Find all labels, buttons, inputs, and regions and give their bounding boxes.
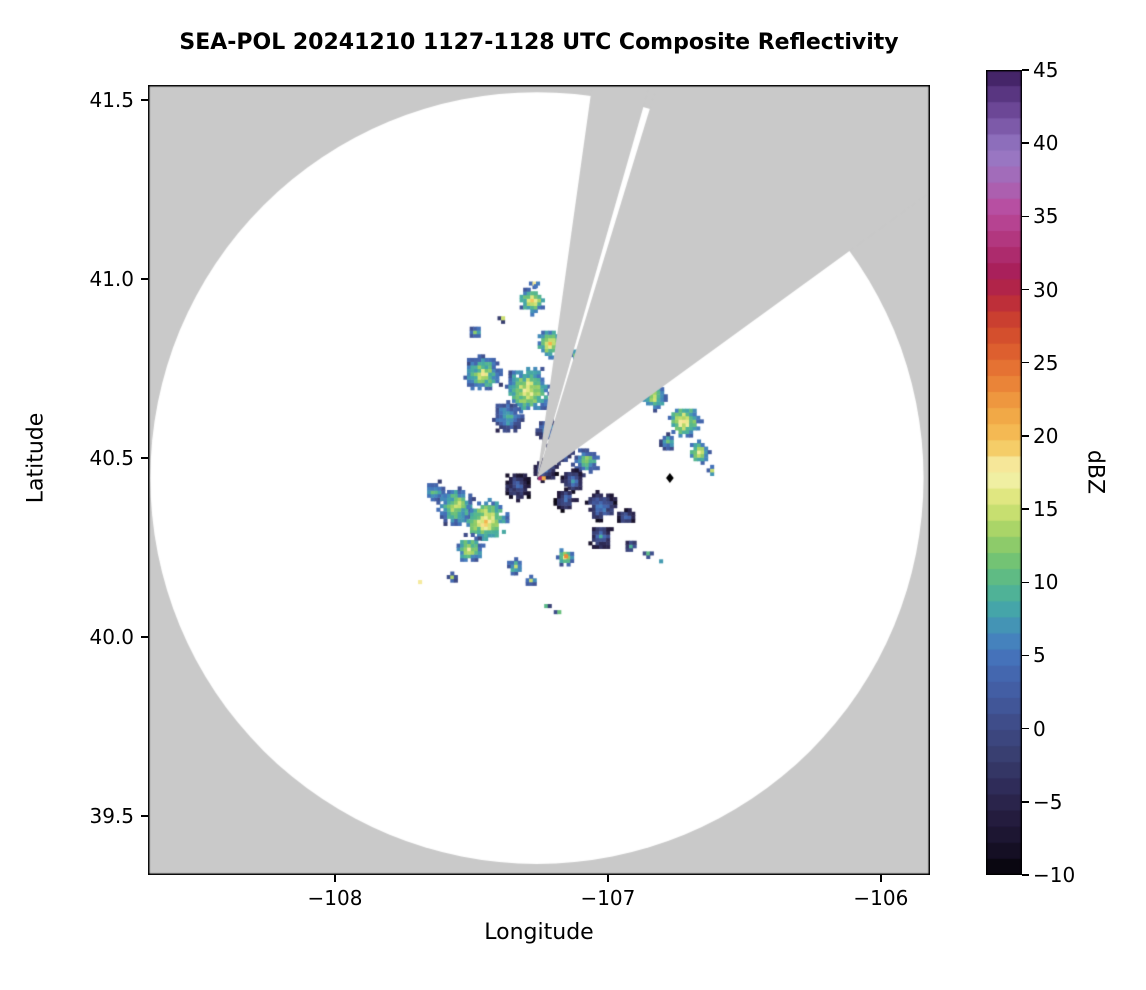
x-tick-label: −106 [853, 886, 909, 910]
colorbar-tick-mark [1022, 215, 1029, 218]
x-axis-label: Longitude [484, 920, 594, 945]
colorbar-tick-mark [1022, 142, 1029, 144]
y-axis-label: Latitude [23, 412, 49, 504]
colorbar-tick-label: −10 [1033, 863, 1076, 887]
y-tick-label: 39.5 [89, 803, 134, 828]
colorbar-tick-mark [1022, 874, 1029, 876]
colorbar-canvas [986, 70, 1022, 875]
colorbar-tick-label: 45 [1033, 58, 1059, 82]
y-tick-mark [141, 457, 148, 459]
chart-title: SEA-POL 20241210 1127-1128 UTC Composite… [179, 30, 899, 55]
y-tick-mark [141, 99, 148, 101]
y-tick-mark [141, 636, 148, 638]
x-tick-mark [607, 875, 609, 882]
colorbar-label: dBZ [1082, 449, 1108, 495]
y-tick-label: 40.5 [89, 445, 134, 470]
colorbar-tick-label: 40 [1033, 131, 1059, 156]
y-tick-mark [141, 815, 148, 817]
colorbar-tick-label: 20 [1033, 423, 1059, 448]
colorbar-tick-mark [1022, 581, 1029, 584]
colorbar-tick-mark [1022, 69, 1029, 71]
x-tick-label: −107 [580, 886, 636, 910]
colorbar-tick-label: 10 [1033, 570, 1059, 595]
colorbar-tick-label: 30 [1033, 277, 1059, 302]
colorbar-tick-label: 35 [1033, 204, 1059, 229]
colorbar-tick-mark [1022, 288, 1029, 291]
y-tick-label: 40.0 [89, 624, 134, 649]
colorbar-tick-mark [1022, 801, 1029, 803]
colorbar-tick-label: −5 [1033, 789, 1063, 814]
colorbar-tick-mark [1022, 654, 1029, 657]
x-tick-mark [334, 875, 336, 882]
colorbar-tick-label: 25 [1033, 350, 1059, 375]
colorbar-tick-label: 0 [1033, 716, 1046, 741]
colorbar-tick-mark [1022, 435, 1029, 437]
x-tick-mark [880, 875, 882, 882]
colorbar-tick-label: 15 [1033, 497, 1059, 522]
colorbar-tick-mark [1022, 508, 1029, 510]
y-tick-mark [141, 278, 148, 280]
y-tick-label: 41.5 [89, 88, 134, 113]
colorbar-tick-mark [1022, 727, 1029, 730]
radar-plot-canvas [148, 85, 930, 875]
colorbar-tick-label: 5 [1033, 643, 1046, 668]
x-tick-label: −108 [307, 886, 363, 910]
colorbar-tick-mark [1022, 361, 1029, 364]
y-tick-label: 41.0 [89, 267, 134, 291]
